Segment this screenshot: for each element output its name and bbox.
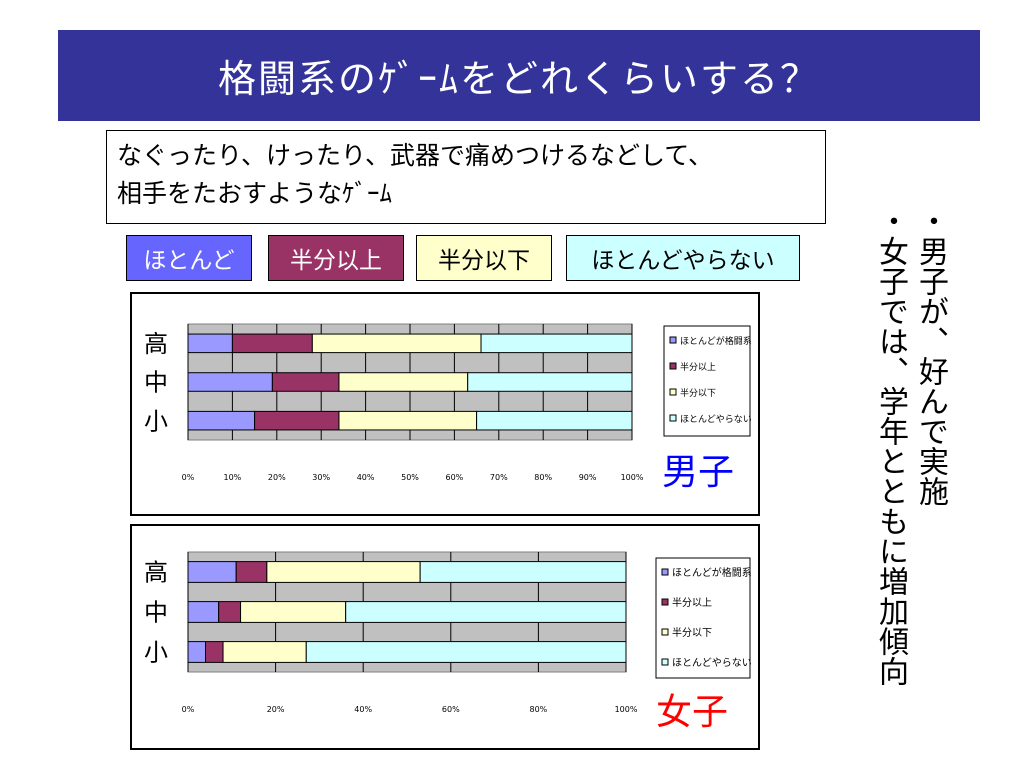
category-label: 高 xyxy=(144,330,168,358)
description-box: なぐったり、けったり、武器で痛めつけるなどして、 相手をたおすようなｹﾞｰﾑ xyxy=(106,130,826,224)
x-tick-label: 40% xyxy=(357,473,375,482)
bar-segment xyxy=(338,372,469,392)
x-tick-label: 80% xyxy=(534,473,552,482)
bar-segment xyxy=(187,641,207,663)
legend-swatch xyxy=(669,336,677,344)
legend-swatch xyxy=(669,362,677,370)
bar-segment xyxy=(240,601,347,623)
group-label: 男子 xyxy=(662,452,734,493)
x-tick-label: 90% xyxy=(579,473,597,482)
bar-segment xyxy=(205,641,224,663)
x-tick-label: 0% xyxy=(182,473,195,482)
legend-swatch xyxy=(661,568,669,576)
legend-box-rarely: ほとんどやらない xyxy=(566,235,800,281)
bar-segment xyxy=(480,333,633,354)
bar-segment xyxy=(222,641,307,663)
bar-segment xyxy=(218,601,242,623)
bar-segment xyxy=(254,410,340,431)
category-label: 高 xyxy=(144,559,168,587)
x-tick-label: 100% xyxy=(621,473,644,482)
x-tick-label: 20% xyxy=(268,473,286,482)
bar-segment xyxy=(187,410,256,431)
chart-legend xyxy=(655,557,751,679)
x-tick-label: 40% xyxy=(354,705,372,714)
slide-title: 格闘系のｹﾞｰﾑをどれくらいする？ xyxy=(58,30,980,121)
bar-segment xyxy=(476,410,633,431)
x-tick-label: 10% xyxy=(224,473,242,482)
legend-swatch xyxy=(661,658,669,666)
legend-swatch xyxy=(669,388,677,396)
summary-note-line-1: ・男子が、好んで実施 xyxy=(913,206,948,506)
bar-segment xyxy=(271,372,340,392)
group-label: 女子 xyxy=(656,692,728,733)
bar-segment xyxy=(338,410,478,431)
x-tick-label: 70% xyxy=(490,473,508,482)
x-tick-label: 30% xyxy=(312,473,330,482)
legend-label: ほとんどが格闘系 xyxy=(672,566,752,579)
x-tick-label: 20% xyxy=(267,705,285,714)
bar-segment xyxy=(187,372,273,392)
legend-box-more-than-half: 半分以上 xyxy=(268,235,404,281)
bar-segment xyxy=(266,561,421,583)
legend-label: 半分以下 xyxy=(680,387,716,399)
legend-swatch xyxy=(661,598,669,606)
x-tick-label: 100% xyxy=(615,705,638,714)
legend-label: ほとんどが格闘系 xyxy=(680,335,752,347)
bar-segment xyxy=(187,561,237,583)
x-tick-label: 80% xyxy=(530,705,548,714)
legend-label: ほとんどやらない xyxy=(672,657,752,669)
summary-note-line-2: ・女子では、学年とともに増加傾向 xyxy=(873,206,908,686)
legend-box-less-than-half: 半分以下 xyxy=(416,235,552,281)
legend-label: 半分以上 xyxy=(672,596,712,609)
category-label: 小 xyxy=(144,407,168,435)
x-tick-label: 60% xyxy=(446,473,464,482)
boys-chart: 0% 10% 20% 30% 40% 50% 60% 70% 80% 90% 100% 高中小 ほとんど… xyxy=(130,292,760,516)
bar-segment xyxy=(305,641,627,663)
bar-segment xyxy=(187,333,233,354)
bar-segment xyxy=(231,333,313,354)
legend-label: 半分以上 xyxy=(680,361,716,373)
bar-segment xyxy=(345,601,627,623)
x-tick-label: 0% xyxy=(182,705,195,714)
girls-chart-svg: 0% 20% 40% 60% 80% 100% 高中小 ほとんどが格闘系半分以上半分以下ほとん… xyxy=(144,551,752,733)
bar-segment xyxy=(311,333,482,354)
legend-label: 半分以下 xyxy=(672,626,712,639)
bar-segment xyxy=(467,372,633,392)
girls-chart: 0% 20% 40% 60% 80% 100% 高中小 ほとんどが格闘系 半分以上半分以下ほとん… xyxy=(130,524,760,750)
category-label: 小 xyxy=(144,639,168,667)
x-tick-label: 50% xyxy=(401,473,419,482)
legend-box-mostly: ほとんど xyxy=(126,235,252,281)
bar-segment xyxy=(235,561,268,583)
category-label: 中 xyxy=(144,369,168,397)
bar-segment xyxy=(419,561,627,583)
boys-chart-svg: 0% 10% 20% 30% 40% 50% 60% 70% 80% 90% 100% 高中小 ほとんど… xyxy=(144,323,752,493)
description-line-1: なぐったり、けったり、武器で痛めつけるなどして、 xyxy=(117,141,714,170)
chart-legend xyxy=(663,325,751,437)
legend-swatch xyxy=(669,414,677,422)
legend-swatch xyxy=(661,628,669,636)
summary-note: ・男子が、好んで実施 ・女子では、学年とともに増加傾向 xyxy=(850,206,950,746)
category-label: 中 xyxy=(144,599,168,627)
legend-label: ほとんどやらない xyxy=(680,414,752,425)
description-line-2: 相手をたおすようなｹﾞｰﾑ xyxy=(117,179,393,208)
x-tick-label: 60% xyxy=(442,705,460,714)
bar-segment xyxy=(187,601,220,623)
